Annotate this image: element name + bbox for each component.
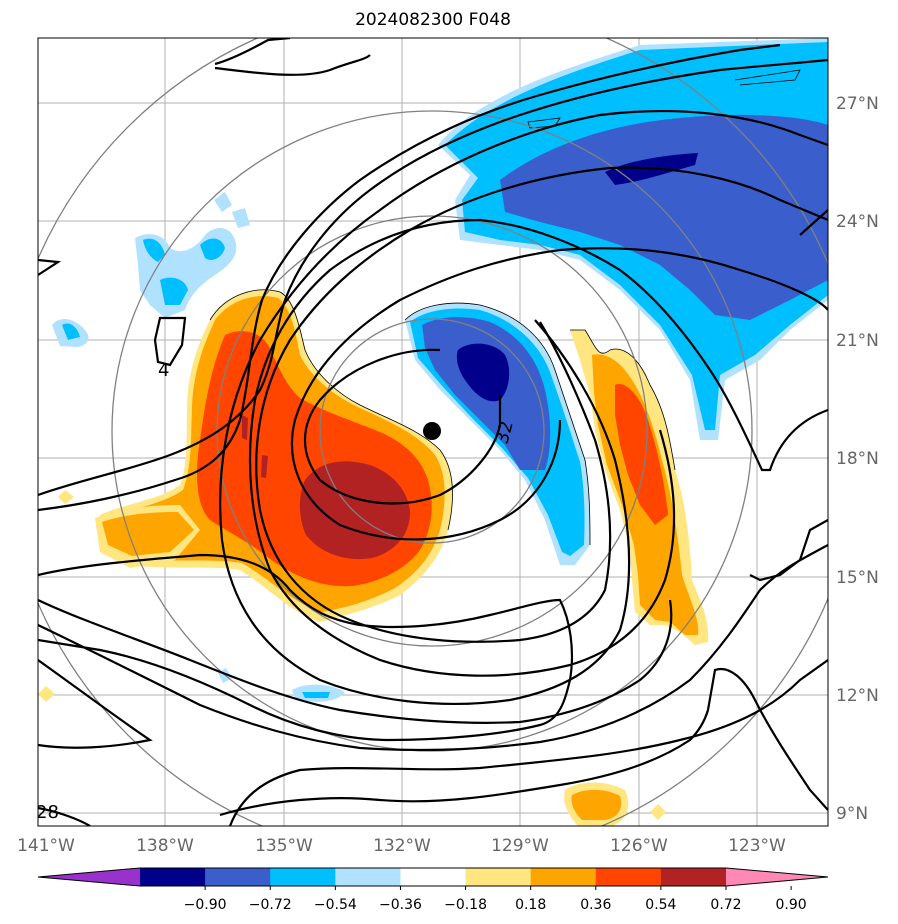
- colorbar-tick-label: −0.72: [249, 897, 292, 913]
- lon-label-129w: 129°W: [491, 836, 549, 856]
- colorbar-segment: [400, 868, 467, 886]
- lat-label-24n: 24°N: [836, 212, 879, 232]
- colorbar-segment: [270, 868, 336, 886]
- storm-center-marker: [423, 422, 441, 440]
- colorbar-tick-label: 0.54: [645, 897, 676, 913]
- colorbar-segment: [465, 868, 532, 886]
- map-frame: [37, 37, 829, 827]
- lat-label-21n: 21°N: [836, 331, 879, 351]
- lon-label-126w: 126°W: [610, 836, 668, 856]
- lat-label-15n: 15°N: [836, 568, 879, 588]
- small-pos-diamond-3: [650, 804, 666, 820]
- west-neg-area: [143, 238, 225, 305]
- lon-label-135w: 135°W: [255, 836, 313, 856]
- south-pos-blob: [571, 789, 622, 820]
- colorbar-segment: [205, 868, 271, 886]
- colorbar-tick-label: 0.36: [580, 897, 611, 913]
- colorbar-segment: [595, 868, 662, 886]
- far-west-neg-core: [62, 323, 80, 340]
- colorbar-segment: [530, 868, 597, 886]
- colorbar-tick-label: −0.18: [444, 897, 487, 913]
- lon-label-123w: 123°W: [728, 836, 786, 856]
- colorbar-outline: [37, 867, 829, 887]
- latitude-labels: 27°N 24°N 21°N 18°N 15°N 12°N 9°N: [836, 94, 879, 824]
- longitude-labels: 141°W 138°W 135°W 132°W 129°W 126°W 123°…: [17, 836, 786, 856]
- lat-label-12n: 12°N: [836, 686, 879, 706]
- colorbar-tick-label: −0.54: [314, 897, 357, 913]
- colorbar-segment: [660, 868, 727, 886]
- colorbar-segment: [335, 868, 401, 886]
- small-pos-diamond-2: [38, 686, 55, 702]
- colorbar-tick-label: 0.18: [515, 897, 546, 913]
- lat-label-27n: 27°N: [836, 94, 879, 114]
- contour-lines: [38, 38, 828, 826]
- map-area: 32 4 28: [36, 38, 828, 826]
- sw-strong-pos-streak: [242, 415, 268, 478]
- contour-label-4: 4: [158, 360, 169, 381]
- lat-label-18n: 18°N: [836, 449, 879, 469]
- small-pos-diamond-1: [58, 490, 74, 504]
- colorbar-tick-label: −0.36: [379, 897, 422, 913]
- south-small-neg-core: [302, 692, 330, 698]
- ne-mod-neg-area: [500, 114, 828, 320]
- colorbar-tick-label: 0.90: [776, 897, 807, 913]
- nw-small-neg: [214, 192, 250, 228]
- colorbar: −0.90 −0.72 −0.54 −0.36 −0.18 0.18 0.36 0.54 0.7…: [37, 867, 829, 913]
- lon-label-141w: 141°W: [17, 836, 75, 856]
- colorbar-extend-low: [38, 868, 140, 886]
- lon-label-138w: 138°W: [136, 836, 194, 856]
- lon-label-132w: 132°W: [373, 836, 431, 856]
- central-strong-neg-area: [456, 343, 510, 402]
- colorbar-tick-label: −0.90: [184, 897, 227, 913]
- map-title: 2024082300 F048: [355, 10, 511, 30]
- colorbar-segment: [140, 868, 206, 886]
- colorbar-extend-high: [726, 868, 828, 886]
- contour-label-28: 28: [36, 802, 59, 823]
- lat-label-9n: 9°N: [836, 804, 868, 824]
- colorbar-tick-label: 0.72: [710, 897, 741, 913]
- se-mod-pos-area: [615, 384, 668, 525]
